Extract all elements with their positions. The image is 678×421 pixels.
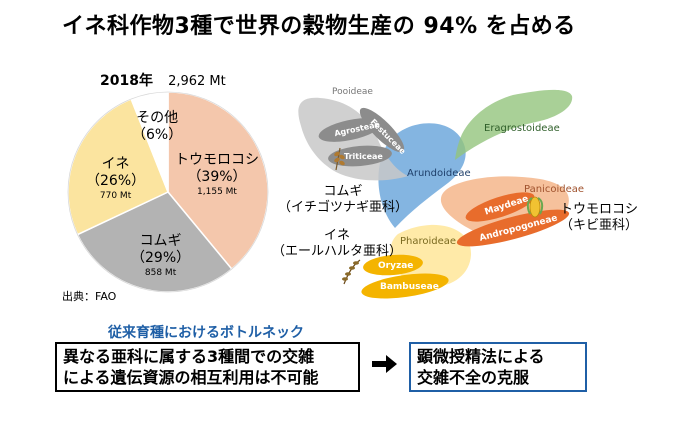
pooideae-label: Pooideae [332,87,373,97]
oryzae-tribe [363,254,423,276]
festuceae-tribe [359,107,405,153]
pie-total: 2,962 Mt [168,74,226,89]
andropogoneae-tribe [456,209,570,247]
page-title: イネ科作物3種で世界の穀物生産の 94% を占める [62,14,576,39]
bottleneck-problem-box: 異なる亜科に属する3種間での交雑 による遺伝資源の相互利用は不可能 [55,342,360,392]
bambuseae-label: Bambuseae [380,282,439,292]
maize-name: トウモロコシ [560,202,639,217]
rice-name: イネ [324,228,351,243]
pie-chart [67,91,269,293]
maize-subfamily: （キビ亜科） [560,218,639,233]
panicoideae-label: Panicoideae [524,184,584,195]
rice-subfamily-label: イネ （エールハルタ亜科） [272,228,402,260]
bottleneck-solution-box: 顕微授精法による 交雑不全の克服 [409,342,587,392]
rice-subfamily: （エールハルタ亜科） [272,244,403,259]
slice-pct: （29%） [131,250,191,266]
slice-name: その他 [136,110,179,126]
slice-label-other: その他 （6%） [132,110,182,144]
slice-name: コムギ [139,233,182,249]
eragrostoideae-label: Eragrostoideae [484,123,560,134]
problem-line-1: 異なる亜科に属する3種間での交雑 [63,347,315,366]
slice-pct: （6%） [132,127,183,143]
slice-label-rice: イネ （26%） 770 Mt [86,156,145,202]
triticeae-label: Triticeae [344,152,383,161]
slice-mt: 1,155 Mt [197,187,237,197]
pie-header: 2018年 2,962 Mt [100,70,226,90]
pie-outline [67,91,269,293]
solution-line-1: 顕微授精法による [417,347,545,366]
slice-mt: 770 Mt [99,191,132,201]
pie-year: 2018年 [100,73,153,89]
source-note: 出典：FAO [62,290,117,303]
slice-pct: （26%） [86,173,146,189]
problem-line-2: による遺伝資源の相互利用は不可能 [63,368,319,387]
slice-pct: （39%） [187,169,247,185]
maize-icon [526,196,544,218]
slice-mt: 858 Mt [144,268,177,278]
wheat-subfamily: （イチゴツナギ亜科） [278,200,409,215]
phylogeny-diagram: Pooideae Arundoideae Eragrostoideae Pani… [298,87,584,299]
pharoideae-label: Pharoideae [400,236,456,247]
slice-name: トウモロコシ [175,152,259,168]
wheat-name: コムギ [323,184,363,199]
slice-name: イネ [101,156,130,172]
maize-subfamily-label: トウモロコシ （キビ亜科） [560,202,638,234]
oryzae-label: Oryzae [378,261,413,271]
slice-label-maize: トウモロコシ （39%） 1,155 Mt [175,152,259,198]
arrow-right-icon [372,355,397,373]
bambuseae-tribe [361,273,449,299]
arundoideae-label: Arundoideae [407,168,471,179]
slice-label-wheat: コムギ （29%） 858 Mt [131,233,190,279]
bottleneck-title: 従来育種におけるボトルネック [108,325,304,341]
triticeae-tribe [328,145,392,167]
eragrostoideae-shape [455,89,573,160]
solution-line-2: 交雑不全の克服 [417,368,530,387]
maydeae-tribe [465,192,535,222]
rice-icon [342,259,361,285]
wheat-icon [334,147,345,171]
wheat-subfamily-label: コムギ （イチゴツナギ亜科） [278,184,408,216]
